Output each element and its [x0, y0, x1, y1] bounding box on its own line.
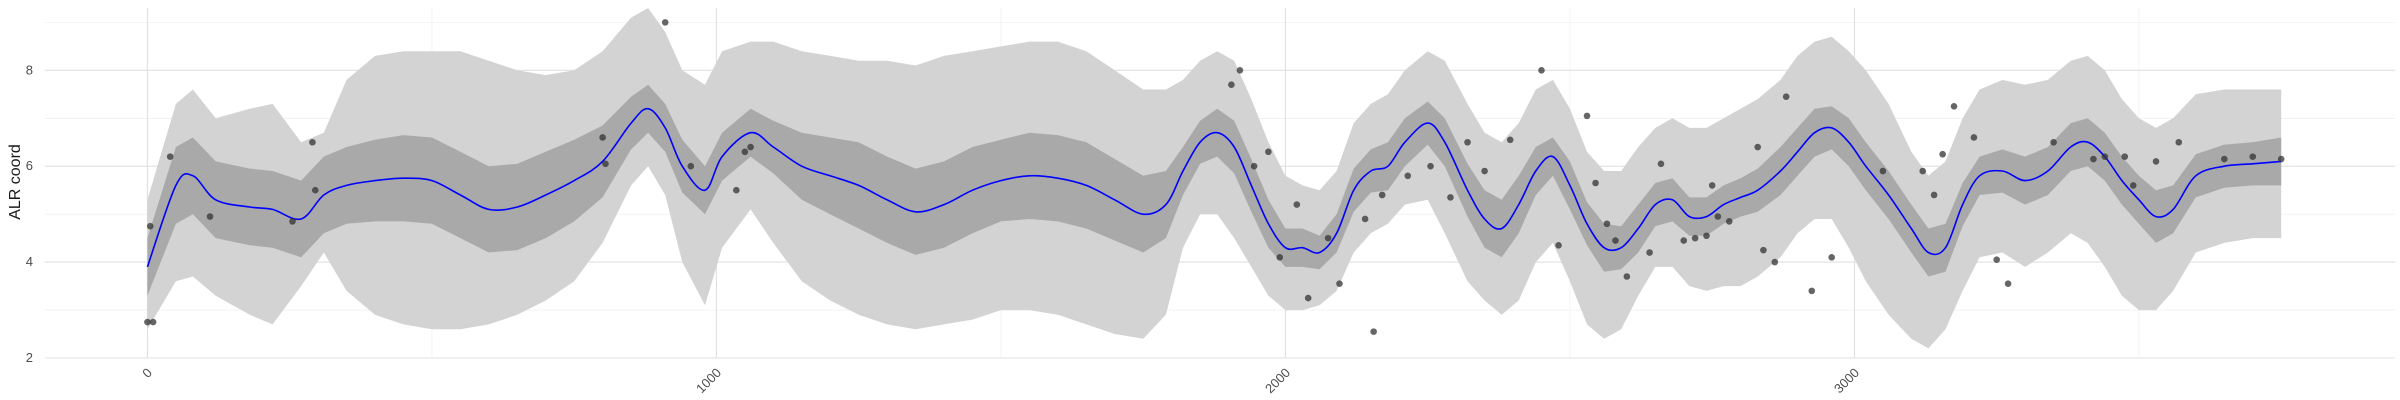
- data-point: [146, 222, 154, 230]
- data-point: [1657, 160, 1665, 168]
- data-point: [1293, 201, 1301, 208]
- data-point: [2101, 153, 2109, 160]
- data-point: [2129, 182, 2137, 189]
- data-point: [1708, 182, 1716, 189]
- data-point: [1583, 112, 1591, 120]
- data-point: [1265, 148, 1272, 156]
- data-point: [1828, 254, 1835, 261]
- data-point: [1427, 162, 1434, 170]
- data-point: [1646, 249, 1653, 256]
- data-point: [1464, 138, 1471, 146]
- mean-line: [146, 107, 2282, 268]
- data-point: [309, 138, 316, 146]
- data-point: [2090, 155, 2097, 163]
- data-point: [1879, 167, 1887, 175]
- data-point: [1939, 150, 1946, 158]
- data-point: [149, 318, 157, 326]
- y-tick-label: 8: [26, 62, 33, 77]
- data-point: [1703, 232, 1710, 240]
- data-point: [1506, 136, 1514, 144]
- data-point: [1481, 167, 1488, 175]
- inner-interval-band: [147, 84, 2282, 296]
- data-point: [1760, 246, 1767, 254]
- data-point: [1603, 220, 1611, 228]
- data-point: [1808, 287, 1816, 295]
- data-point: [2175, 138, 2183, 146]
- data-point: [2249, 153, 2257, 160]
- line-layer: [146, 107, 2282, 268]
- band-layer: [147, 8, 2282, 349]
- data-point: [1725, 218, 1733, 225]
- data-point: [311, 186, 319, 194]
- data-point: [1361, 215, 1369, 223]
- y-tick-label: 4: [26, 254, 33, 269]
- data-point: [1404, 172, 1412, 180]
- data-point: [747, 143, 754, 151]
- point-layer: [144, 19, 2285, 335]
- data-point: [2004, 280, 2012, 287]
- data-point: [733, 186, 740, 194]
- data-point: [1919, 167, 1927, 175]
- data-point: [1680, 237, 1688, 244]
- data-point: [1250, 162, 1258, 170]
- data-point: [1714, 213, 1722, 220]
- data-point: [1304, 294, 1312, 302]
- data-point: [599, 134, 606, 141]
- data-point: [1378, 191, 1386, 199]
- data-point: [741, 148, 749, 156]
- data-point: [2277, 155, 2285, 163]
- data-point: [166, 153, 174, 160]
- data-point: [1930, 191, 1938, 199]
- data-point: [289, 218, 296, 225]
- data-point: [1324, 234, 1332, 242]
- data-point: [2050, 138, 2057, 146]
- data-point: [206, 213, 214, 220]
- data-point: [1691, 234, 1699, 242]
- data-point: [2220, 155, 2228, 163]
- y-tick-label: 2: [26, 350, 33, 365]
- data-point: [1970, 134, 1978, 141]
- data-point: [2152, 158, 2160, 165]
- data-point: [1950, 102, 1958, 110]
- data-point: [1555, 242, 1562, 249]
- data-point: [2121, 153, 2129, 160]
- data-point: [1592, 179, 1599, 187]
- y-axis-title: ALR coord: [7, 144, 24, 220]
- data-point: [1993, 256, 2000, 264]
- data-point: [1276, 254, 1284, 261]
- data-point: [1370, 328, 1377, 335]
- data-point: [687, 162, 695, 170]
- outer-interval-band: [147, 8, 2282, 349]
- data-point: [1538, 67, 1545, 74]
- data-point: [1623, 273, 1631, 280]
- data-point: [1612, 237, 1619, 244]
- data-point: [1336, 280, 1343, 287]
- data-point: [1447, 194, 1454, 201]
- data-point: [1754, 143, 1762, 151]
- y-tick-label: 6: [26, 158, 33, 173]
- data-point: [1228, 81, 1235, 89]
- data-point: [602, 160, 609, 168]
- data-point: [1782, 93, 1790, 100]
- data-point: [1236, 67, 1244, 74]
- data-point: [1771, 258, 1779, 266]
- data-point: [144, 318, 151, 326]
- data-point: [661, 19, 669, 26]
